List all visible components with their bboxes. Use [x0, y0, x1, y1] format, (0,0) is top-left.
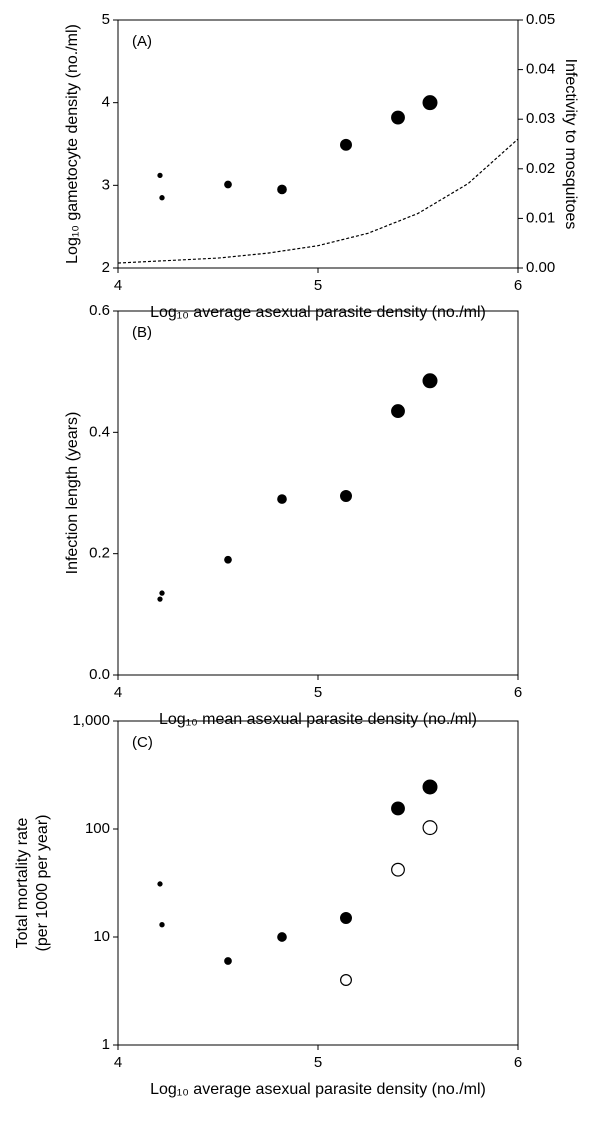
y2-tick-label: 0.05 — [526, 11, 555, 28]
data-point — [277, 494, 287, 504]
y-tick-label: 0.4 — [89, 423, 110, 440]
data-point — [340, 973, 352, 986]
data-point — [391, 801, 405, 816]
data-point — [157, 881, 163, 887]
panel-label: (C) — [132, 734, 153, 751]
y-tick-label: 1,000 — [72, 712, 110, 729]
data-point — [391, 404, 405, 419]
y-tick-label: 2 — [102, 259, 110, 276]
y-tick-label: 10 — [93, 928, 110, 945]
panel-label: (B) — [132, 324, 152, 341]
y2-tick-label: 0.04 — [526, 61, 555, 78]
data-point — [277, 184, 287, 195]
x-tick-label: 6 — [514, 277, 522, 294]
data-point — [422, 373, 438, 389]
y-axis-label: Infection length (years) — [64, 412, 81, 575]
data-point — [422, 820, 438, 836]
data-point — [157, 596, 163, 602]
y-tick-label: 0.0 — [89, 666, 110, 683]
y2-tick-label: 0.00 — [526, 259, 555, 276]
y2-axis-label: Infectivity to mosquitoes — [562, 59, 579, 230]
y-axis-label: Total mortality rate — [14, 818, 31, 949]
data-point — [277, 932, 287, 942]
data-point — [224, 180, 232, 189]
y-tick-label: 0.6 — [89, 302, 110, 319]
plot-frame — [117, 310, 519, 676]
y-tick-label: 4 — [102, 94, 110, 111]
y-axis-label: Log₁₀ gametocyte density (no./ml) — [64, 24, 81, 264]
data-point — [159, 922, 165, 928]
data-point — [391, 110, 405, 125]
x-tick-label: 4 — [114, 1054, 122, 1071]
x-tick-label: 6 — [514, 1054, 522, 1071]
infectivity-curve — [117, 138, 519, 264]
y-tick-label: 5 — [102, 11, 110, 28]
y-tick-label: 1 — [102, 1036, 110, 1053]
data-point — [159, 590, 165, 596]
plot-frame — [117, 720, 519, 1046]
x-tick-label: 6 — [514, 684, 522, 701]
data-point — [422, 779, 438, 795]
y-axis-label: (per 1000 per year) — [34, 815, 51, 952]
x-tick-label: 5 — [314, 277, 322, 294]
x-tick-label: 5 — [314, 1054, 322, 1071]
plot-frame — [117, 19, 519, 269]
y2-tick-label: 0.03 — [526, 110, 555, 127]
x-axis-label: Log₁₀ average asexual parasite density (… — [150, 1081, 486, 1098]
y-tick-label: 0.2 — [89, 545, 110, 562]
y-tick-label: 3 — [102, 176, 110, 193]
x-tick-label: 4 — [114, 277, 122, 294]
panel-label: (A) — [132, 33, 152, 50]
data-point — [224, 555, 232, 564]
data-point — [159, 195, 165, 201]
data-point — [340, 138, 352, 151]
x-axis-label: Log₁₀ mean asexual parasite density (no.… — [159, 711, 477, 728]
data-point — [422, 95, 438, 111]
data-point — [157, 172, 163, 179]
y2-tick-label: 0.02 — [526, 160, 555, 177]
data-point — [391, 862, 405, 877]
x-tick-label: 5 — [314, 684, 322, 701]
data-point — [340, 911, 352, 924]
x-tick-label: 4 — [114, 684, 122, 701]
y2-tick-label: 0.01 — [526, 209, 555, 226]
data-point — [224, 957, 232, 965]
x-axis-label: Log₁₀ average asexual parasite density (… — [150, 304, 486, 321]
y-tick-label: 100 — [85, 820, 110, 837]
data-point — [340, 490, 352, 503]
